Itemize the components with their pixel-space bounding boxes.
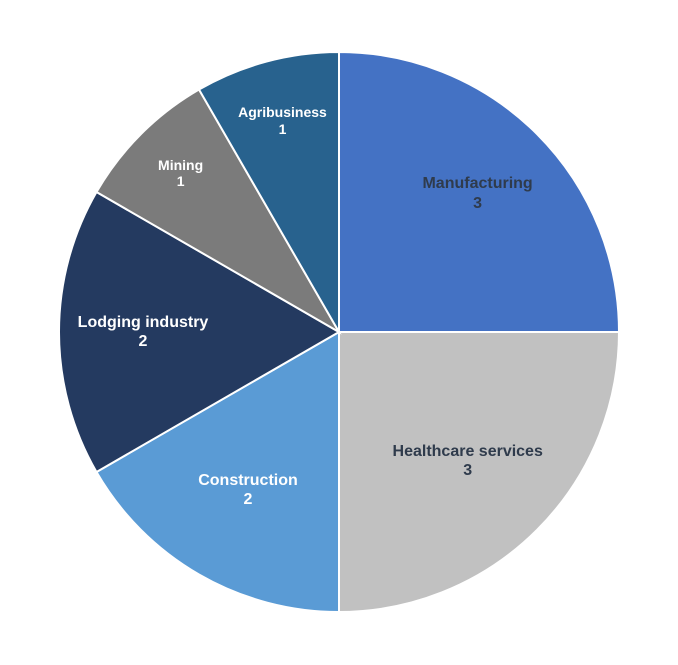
pie-chart: Manufacturing3Healthcare services3Constr… xyxy=(0,0,678,665)
pie-svg xyxy=(0,0,678,665)
